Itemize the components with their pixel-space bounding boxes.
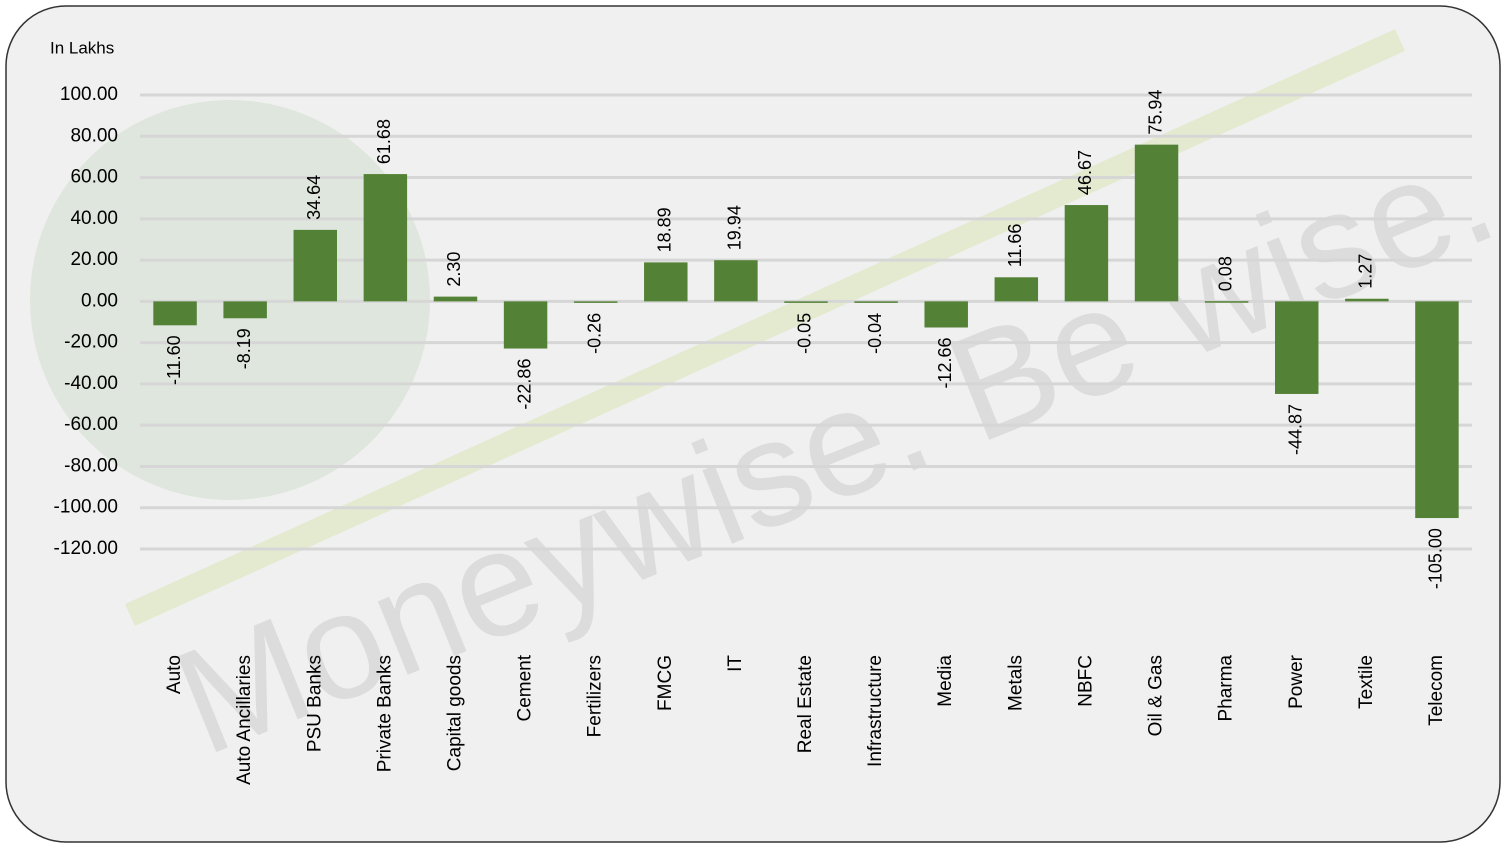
value-label: -8.19 bbox=[234, 328, 254, 369]
y-tick-label: 100.00 bbox=[60, 84, 118, 105]
value-label: -44.87 bbox=[1285, 404, 1305, 455]
bar bbox=[294, 230, 337, 301]
x-tick-label: Real Estate bbox=[795, 655, 816, 753]
y-tick-label: -60.00 bbox=[64, 414, 118, 435]
bar bbox=[995, 277, 1038, 301]
bar bbox=[1415, 301, 1458, 518]
x-tick-label: PSU Banks bbox=[304, 655, 325, 752]
bar bbox=[223, 301, 266, 318]
value-label: -0.04 bbox=[865, 313, 885, 354]
value-label: 11.66 bbox=[1005, 224, 1025, 268]
value-label: 46.67 bbox=[1075, 150, 1095, 195]
x-tick-label: Pharma bbox=[1216, 655, 1237, 722]
x-tick-label: NBFC bbox=[1075, 655, 1096, 707]
bar bbox=[924, 301, 967, 327]
chart: Moneywise. Be wise. In Lakhs 100.0080.00… bbox=[0, 0, 1506, 848]
y-tick-label: -80.00 bbox=[64, 455, 118, 476]
x-tick-label: FMCG bbox=[655, 655, 676, 711]
y-tick-label: -20.00 bbox=[64, 332, 118, 353]
bar bbox=[714, 260, 757, 301]
y-tick-label: 40.00 bbox=[70, 208, 118, 229]
x-tick-label: Private Banks bbox=[374, 655, 395, 772]
bar bbox=[784, 301, 827, 303]
y-tick-label: 0.00 bbox=[81, 290, 118, 311]
value-label: 19.94 bbox=[725, 205, 745, 250]
value-label: 75.94 bbox=[1145, 90, 1165, 135]
x-tick-label: Telecom bbox=[1426, 655, 1447, 726]
bar bbox=[153, 301, 196, 325]
value-label: 2.30 bbox=[444, 252, 464, 287]
x-tick-label: IT bbox=[725, 655, 746, 672]
bar bbox=[574, 301, 617, 303]
bar bbox=[434, 297, 477, 302]
x-tick-label: Textile bbox=[1356, 655, 1377, 709]
bar bbox=[644, 262, 687, 301]
y-tick-label: -100.00 bbox=[54, 497, 118, 518]
value-label: -105.00 bbox=[1426, 528, 1446, 589]
y-tick-label: 60.00 bbox=[70, 167, 118, 188]
x-tick-label: Media bbox=[935, 655, 956, 707]
x-tick-label: Cement bbox=[515, 654, 536, 721]
x-tick-label: Power bbox=[1286, 654, 1307, 709]
value-label: 61.68 bbox=[374, 119, 394, 164]
bar bbox=[504, 301, 547, 348]
y-tick-label: -120.00 bbox=[54, 538, 118, 559]
value-label: -12.66 bbox=[935, 337, 955, 388]
value-label: 34.64 bbox=[304, 175, 324, 220]
x-tick-label: Fertilizers bbox=[585, 655, 606, 737]
y-tick-label: 80.00 bbox=[70, 125, 118, 146]
value-label: -0.05 bbox=[795, 313, 815, 354]
y-tick-label: -40.00 bbox=[64, 373, 118, 394]
y-tick-label: 20.00 bbox=[70, 249, 118, 270]
value-label: 18.89 bbox=[655, 207, 675, 252]
x-tick-label: Oil & Gas bbox=[1146, 655, 1167, 736]
bar bbox=[854, 301, 897, 303]
value-label: 1.27 bbox=[1356, 254, 1376, 289]
value-label: -0.26 bbox=[584, 313, 604, 354]
bar bbox=[1275, 301, 1318, 394]
value-label: 0.08 bbox=[1215, 256, 1235, 291]
x-tick-label: Capital goods bbox=[444, 655, 465, 771]
x-tick-label: Metals bbox=[1005, 655, 1026, 711]
bar bbox=[1135, 145, 1178, 302]
x-tick-label: Auto bbox=[164, 655, 185, 694]
value-label: -11.60 bbox=[164, 335, 184, 385]
x-tick-label: Infrastructure bbox=[865, 655, 886, 767]
bar bbox=[1205, 301, 1248, 303]
bar bbox=[1065, 205, 1108, 301]
bar bbox=[364, 174, 407, 301]
value-label: -22.86 bbox=[514, 359, 534, 410]
x-tick-label: Auto Ancillaries bbox=[234, 655, 255, 785]
bar bbox=[1345, 299, 1388, 302]
y-axis-label: In Lakhs bbox=[50, 38, 114, 57]
